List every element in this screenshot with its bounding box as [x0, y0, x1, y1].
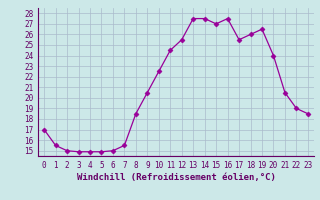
X-axis label: Windchill (Refroidissement éolien,°C): Windchill (Refroidissement éolien,°C) — [76, 173, 276, 182]
